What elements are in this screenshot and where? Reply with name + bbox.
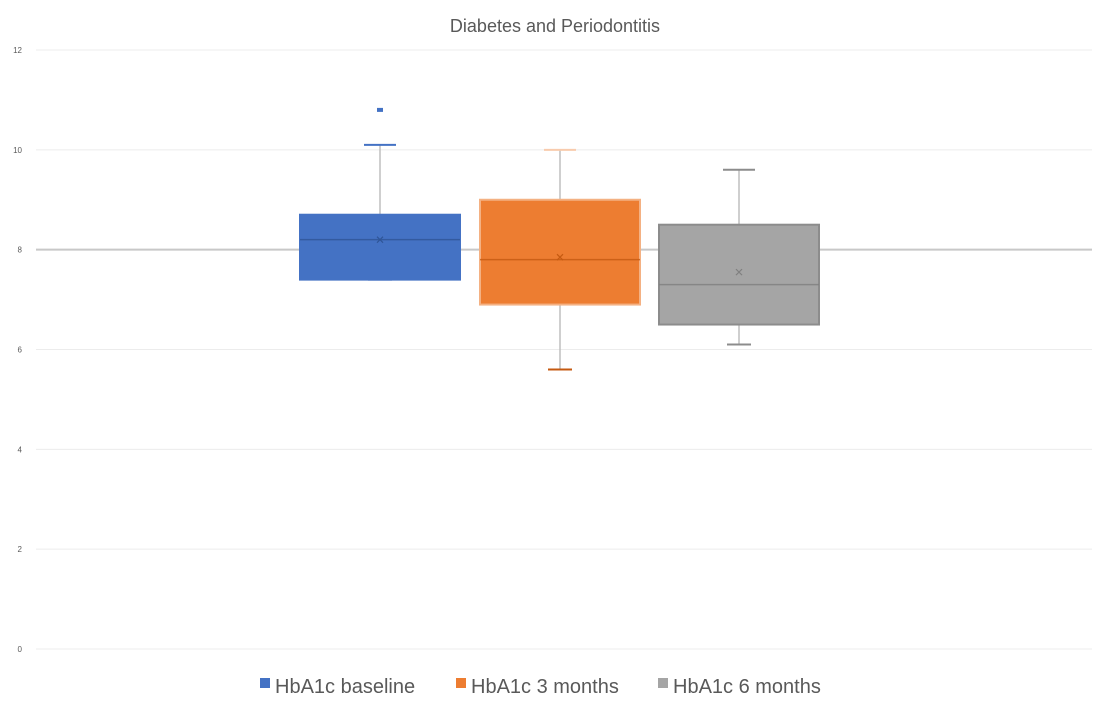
- mean-marker: [556, 253, 564, 261]
- legend-label: HbA1c 3 months: [471, 676, 619, 698]
- y-tick-label: 2: [18, 545, 23, 554]
- gridlines: [36, 49, 1092, 650]
- y-tick-label: 10: [13, 146, 22, 155]
- box-body: [299, 213, 461, 281]
- legend-item-1: HbA1c baseline: [260, 676, 415, 698]
- y-tick-label: 6: [18, 346, 23, 355]
- box-body: [479, 198, 641, 306]
- mean-marker: [376, 236, 384, 244]
- y-tick-label: 4: [18, 445, 23, 454]
- legend-item-3: HbA1c 6 months: [658, 676, 821, 698]
- mean-marker: [735, 268, 743, 276]
- box-2: [479, 148, 641, 371]
- box-body: [658, 223, 820, 326]
- outlier-point: [377, 107, 383, 112]
- legend-label: HbA1c baseline: [275, 676, 415, 698]
- legend-swatch: [658, 678, 668, 688]
- y-axis-ticks: 0 2 4 6 8 10 12: [13, 46, 22, 654]
- legend-label: HbA1c 6 months: [673, 676, 821, 698]
- box-series: [299, 107, 820, 371]
- chart-title: Diabetes and Periodontitis: [450, 16, 660, 36]
- legend-swatch: [260, 678, 270, 688]
- y-tick-label: 12: [13, 46, 22, 55]
- legend: HbA1c baseline HbA1c 3 months HbA1c 6 mont…: [260, 676, 821, 698]
- box-1: [299, 107, 461, 281]
- y-tick-label: 0: [18, 645, 23, 654]
- legend-item-2: HbA1c 3 months: [456, 676, 619, 698]
- legend-swatch: [456, 678, 466, 688]
- box-3: [658, 168, 820, 346]
- y-tick-label: 8: [18, 246, 23, 255]
